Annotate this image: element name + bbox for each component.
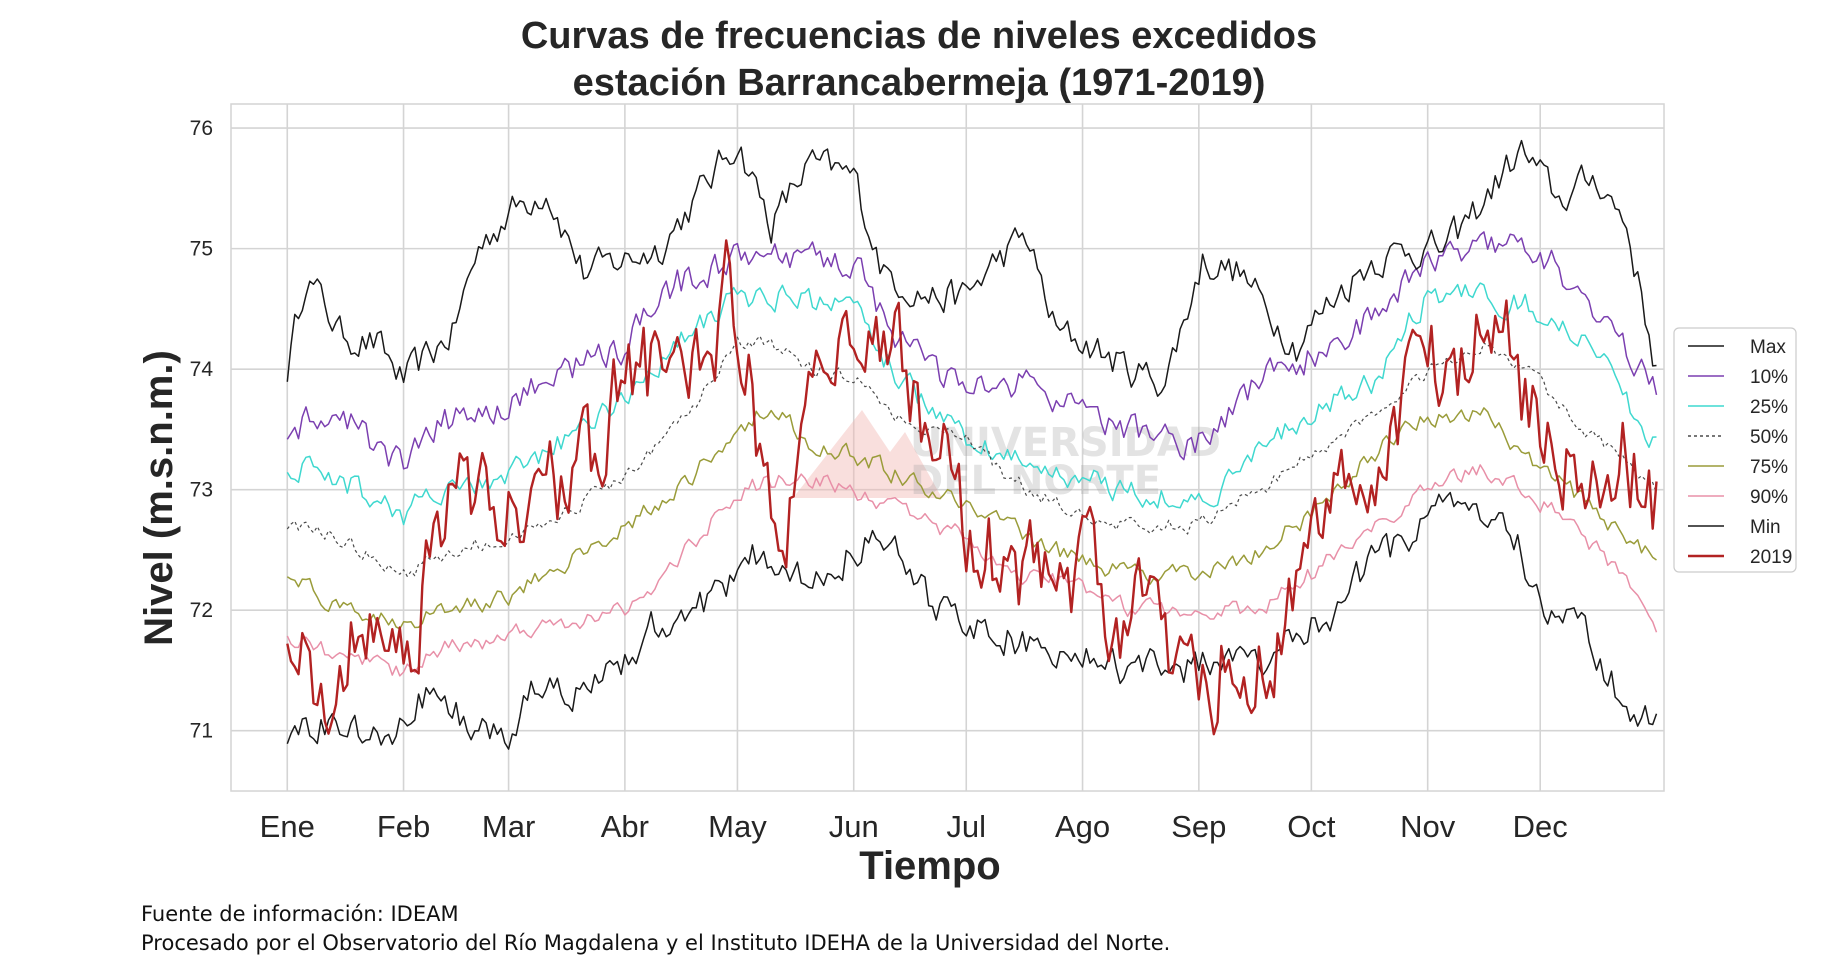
x-tick-label-6: Jul bbox=[946, 809, 986, 844]
series-line-2019 bbox=[286, 239, 1658, 736]
series-line-min bbox=[286, 491, 1658, 750]
x-tick-label-2: Mar bbox=[482, 809, 535, 844]
legend-label-min: Min bbox=[1750, 517, 1781, 538]
x-axis-label: Tiempo bbox=[859, 844, 1001, 888]
watermark: UNIVERSIDAD DEL NORTE bbox=[793, 410, 1221, 504]
y-tick-label-4: 75 bbox=[190, 238, 213, 261]
y-tick-labels: 71 72 73 74 75 76 bbox=[190, 117, 214, 743]
chart-title-line2: estación Barrancabermeja (1971-2019) bbox=[573, 62, 1266, 104]
x-tick-label-1: Feb bbox=[377, 809, 430, 844]
legend-label-max: Max bbox=[1750, 337, 1786, 358]
legend-label-25pct: 25% bbox=[1750, 397, 1788, 418]
x-tick-label-8: Sep bbox=[1171, 809, 1226, 844]
y-tick-label-5: 76 bbox=[190, 117, 213, 140]
series-layer bbox=[286, 139, 1658, 750]
series-line-50pct bbox=[286, 335, 1658, 578]
y-tick-label-2: 73 bbox=[190, 479, 213, 502]
legend-label-90pct: 90% bbox=[1750, 487, 1788, 508]
y-axis-label: Nivel (m.s.n.m.) bbox=[137, 350, 181, 646]
series-line-max bbox=[286, 139, 1657, 397]
x-tick-label-10: Nov bbox=[1400, 809, 1456, 844]
x-tick-label-5: Jun bbox=[829, 809, 879, 844]
legend-box bbox=[1673, 327, 1797, 573]
x-tick-label-9: Oct bbox=[1287, 809, 1336, 844]
legend-label-75pct: 75% bbox=[1750, 457, 1788, 478]
watermark-logo bbox=[793, 410, 942, 498]
x-tick-labels: Ene Feb Mar Abr May Jun Jul Ago Sep Oct Nov Dec bbox=[260, 809, 1568, 844]
x-tick-label-11: Dec bbox=[1513, 809, 1568, 844]
series-line-75pct bbox=[286, 407, 1657, 630]
y-tick-label-3: 74 bbox=[190, 358, 214, 381]
legend-label-2019: 2019 bbox=[1750, 547, 1792, 568]
source-note: Fuente de información: IDEAM bbox=[141, 902, 459, 926]
plot-area bbox=[230, 103, 1665, 792]
y-tick-label-1: 72 bbox=[190, 599, 213, 622]
processing-note: Procesado por el Observatorio del Río Ma… bbox=[141, 931, 1171, 955]
legend-label-50pct: 50% bbox=[1750, 427, 1788, 448]
series-line-25pct bbox=[286, 282, 1657, 526]
x-tick-label-4: May bbox=[708, 809, 767, 844]
watermark-line2: DEL NORTE bbox=[910, 458, 1161, 504]
legend: Max 10% 25% 50% 75% 90% Min 2019 bbox=[1673, 327, 1797, 573]
series-line-10pct bbox=[286, 231, 1658, 470]
x-tick-label-0: Ene bbox=[260, 809, 315, 844]
legend-label-10pct: 10% bbox=[1750, 367, 1788, 388]
chart-title-line1: Curvas de frecuencias de niveles excedid… bbox=[521, 15, 1317, 57]
y-tick-label-0: 71 bbox=[190, 720, 213, 743]
x-tick-label-7: Ago bbox=[1055, 809, 1110, 844]
x-tick-label-3: Abr bbox=[601, 809, 649, 844]
